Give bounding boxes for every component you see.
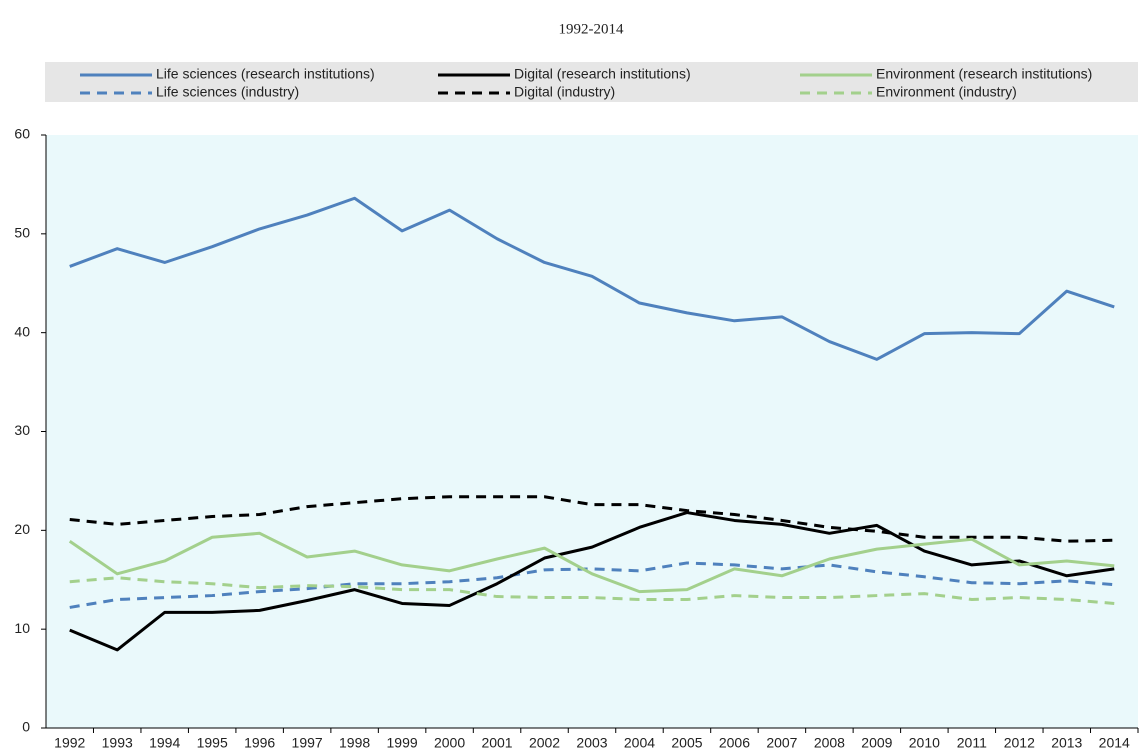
y-tick-label: 60 [14, 126, 30, 142]
x-tick-label: 1995 [197, 735, 228, 751]
x-tick-label: 2005 [671, 735, 702, 751]
x-tick-label: 2011 [957, 735, 987, 751]
y-tick-label: 30 [14, 422, 30, 438]
series-line [69, 511, 1115, 652]
y-tick-label: 20 [14, 521, 30, 537]
x-tick-label: 2003 [576, 735, 607, 751]
x-tick-label: 1997 [292, 735, 323, 751]
legend-background [45, 62, 1138, 102]
series-line [68, 531, 1115, 594]
x-tick-label: 1993 [102, 735, 133, 751]
legend-label: Life sciences (research institutions) [156, 66, 375, 82]
x-tick-label: 1994 [149, 735, 180, 751]
x-tick-label: 1996 [244, 735, 275, 751]
legend-label: Digital (research institutions) [514, 66, 691, 82]
legend-label: Environment (research institutions) [876, 66, 1092, 82]
series-line [69, 561, 1115, 609]
x-tick-label: 2006 [719, 735, 750, 751]
plot-area [46, 135, 1138, 728]
x-tick-label: 2008 [814, 735, 845, 751]
x-tick-label: 2014 [1099, 735, 1130, 751]
series-line [69, 196, 1115, 361]
x-tick-label: 2001 [481, 735, 512, 751]
x-tick-label: 1992 [54, 735, 85, 751]
x-tick-label: 1999 [387, 735, 418, 751]
legend-label: Life sciences (industry) [156, 84, 299, 100]
series-line [69, 495, 1115, 543]
x-tick-label: 2000 [434, 735, 465, 751]
y-tick-label: 10 [14, 620, 30, 636]
y-tick-label: 0 [22, 719, 30, 735]
chart-subtitle: 1992-2014 [559, 21, 624, 37]
x-tick-label: 2004 [624, 735, 655, 751]
x-tick-label: 2009 [861, 735, 892, 751]
x-tick-label: 2007 [766, 735, 797, 751]
series-line [69, 576, 1115, 605]
x-tick-label: 2013 [1051, 735, 1082, 751]
x-tick-label: 1998 [339, 735, 370, 751]
y-tick-label: 50 [14, 225, 30, 241]
y-tick-label: 40 [14, 323, 30, 339]
legend-label: Digital (industry) [514, 84, 615, 100]
legend-label: Environment (industry) [876, 84, 1017, 100]
x-tick-label: 2012 [1004, 735, 1035, 751]
x-tick-label: 2010 [909, 735, 940, 751]
x-tick-label: 2002 [529, 735, 560, 751]
